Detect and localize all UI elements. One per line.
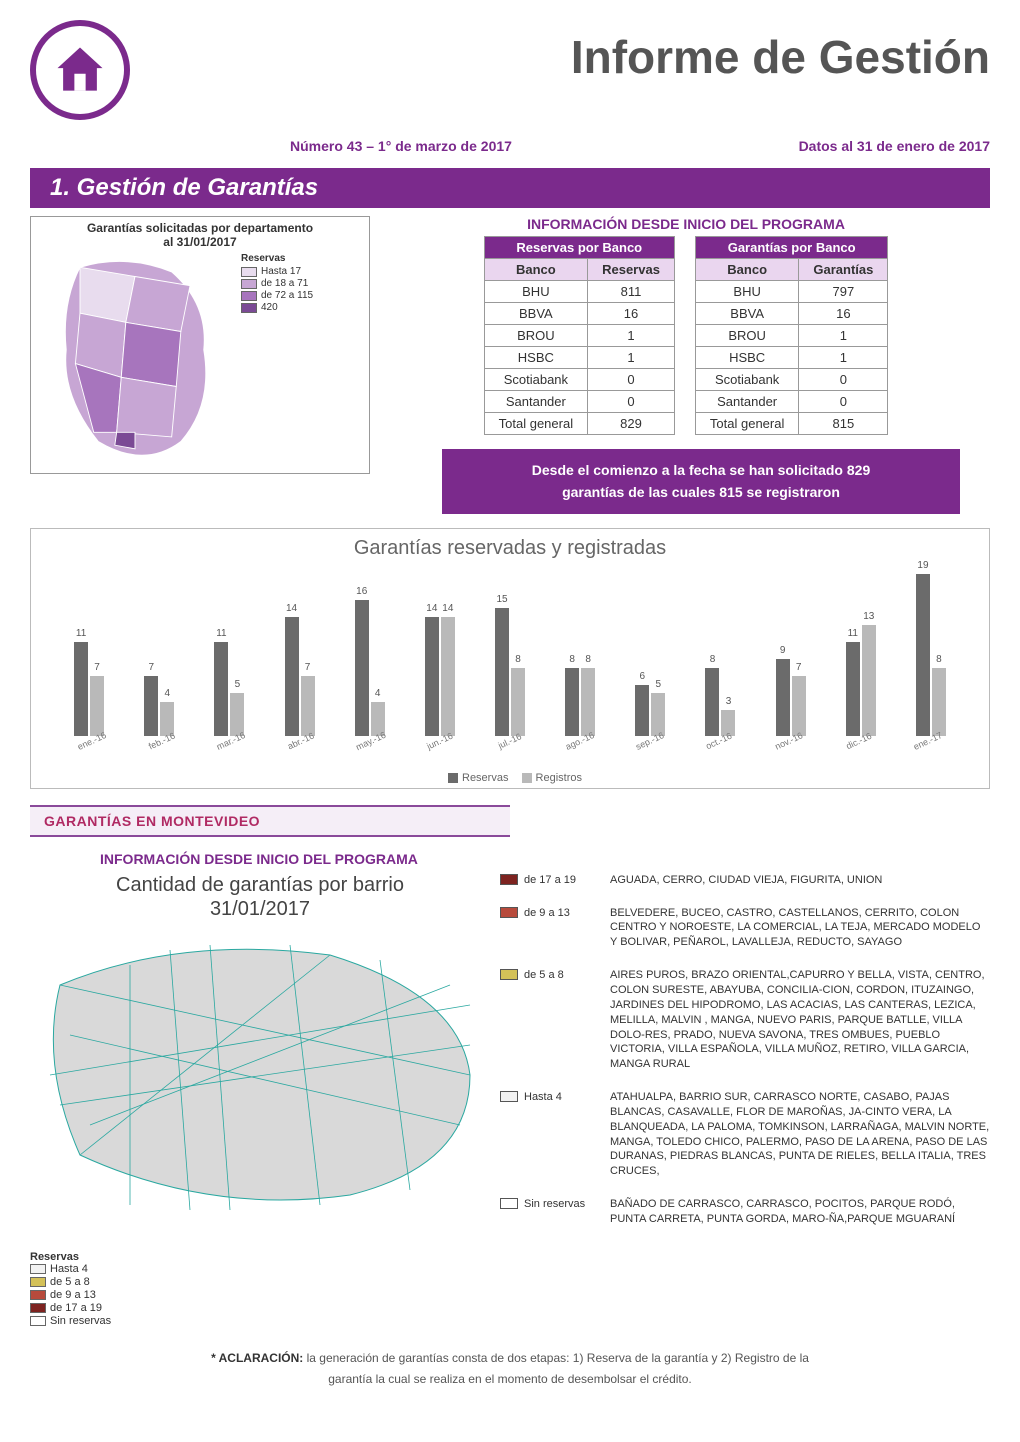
table-row: Santander0 bbox=[484, 391, 674, 413]
footnote-text1: la generación de garantías consta de dos… bbox=[303, 1351, 809, 1365]
table-row: HSBC1 bbox=[484, 347, 674, 369]
table-row: BBVA16 bbox=[695, 303, 887, 325]
category-row: de 5 a 8AIRES PUROS, BRAZO ORIENTAL,CAPU… bbox=[500, 968, 990, 1072]
table-row: BBVA16 bbox=[484, 303, 674, 325]
col-garantias: Garantías bbox=[799, 259, 888, 281]
legend-row: de 5 a 8 bbox=[30, 1276, 490, 1288]
reservas-table: Reservas por Banco BancoReservas BHU811B… bbox=[484, 236, 675, 435]
chart-legend: Reservas Registros bbox=[47, 772, 973, 784]
header-subtitles: Número 43 – 1° de marzo de 2017 Datos al… bbox=[30, 138, 990, 154]
data-date: Datos al 31 de enero de 2017 bbox=[799, 138, 990, 154]
legend-row: Sin reservas bbox=[30, 1315, 490, 1327]
total-value: 829 bbox=[588, 413, 675, 435]
montevideo-map-svg bbox=[30, 925, 490, 1225]
bar-group: 198 bbox=[899, 574, 963, 736]
reservas-registros-chart: Garantías reservadas y registradas 11774… bbox=[30, 528, 990, 789]
chart-title: Garantías reservadas y registradas bbox=[47, 537, 973, 560]
table-row: Santander0 bbox=[695, 391, 887, 413]
table-row: Scotiabank0 bbox=[484, 369, 674, 391]
uruguay-map-svg bbox=[35, 249, 235, 469]
bar-group: 115 bbox=[197, 642, 261, 736]
uruguay-map-legend: Reservas Hasta 17de 18 a 71de 72 a 11542… bbox=[235, 249, 313, 469]
bar-group: 1113 bbox=[829, 625, 893, 736]
page-title: Informe de Gestión bbox=[150, 30, 990, 84]
table-row: Scotiabank0 bbox=[695, 369, 887, 391]
table-row: BHU797 bbox=[695, 281, 887, 303]
legend-swatch-reservas bbox=[448, 773, 458, 783]
legend-row: de 9 a 13 bbox=[30, 1289, 490, 1301]
montevideo-map-panel: Cantidad de garantías por barrio 31/01/2… bbox=[30, 873, 490, 1328]
legend-row: de 17 a 19 bbox=[30, 1302, 490, 1314]
col-banco: Banco bbox=[484, 259, 587, 281]
reservas-title: Reservas por Banco bbox=[484, 237, 674, 259]
total-label: Total general bbox=[484, 413, 587, 435]
category-row: de 9 a 13BELVEDERE, BUCEO, CASTRO, CASTE… bbox=[500, 906, 990, 951]
total-value: 815 bbox=[799, 413, 888, 435]
total-label: Total general bbox=[695, 413, 798, 435]
mv-map-title-l2: 31/01/2017 bbox=[30, 897, 490, 921]
legend-row: de 72 a 115 bbox=[241, 290, 313, 301]
footnote-text2: garantía la cual se realiza en el moment… bbox=[328, 1372, 692, 1386]
category-row: Sin reservasBAÑADO DE CARRASCO, CARRASCO… bbox=[500, 1197, 990, 1227]
map-title-line1: Garantías solicitadas por departamento bbox=[35, 221, 365, 235]
summary-callout: Desde el comienzo a la fecha se han soli… bbox=[442, 449, 960, 514]
montevideo-left-legend: Reservas Hasta 4de 5 a 8de 9 a 13de 17 a… bbox=[30, 1251, 490, 1327]
callout-line1: Desde el comienzo a la fecha se han soli… bbox=[462, 459, 940, 481]
footnote-label: * ACLARACIÓN: bbox=[211, 1351, 303, 1365]
legend-row: Hasta 4 bbox=[30, 1263, 490, 1275]
montevideo-heading: GARANTÍAS EN MONTEVIDEO bbox=[30, 805, 510, 837]
montevideo-subtitle: INFORMACIÓN DESDE INICIO DEL PROGRAMA bbox=[100, 851, 990, 867]
garantias-table: Garantías por Banco BancoGarantías BHU79… bbox=[695, 236, 888, 435]
legend-row: de 18 a 71 bbox=[241, 278, 313, 289]
garantias-title: Garantías por Banco bbox=[695, 237, 887, 259]
table-row: HSBC1 bbox=[695, 347, 887, 369]
bar-group: 158 bbox=[478, 608, 542, 736]
bar-group: 1414 bbox=[408, 617, 472, 736]
mv-legend-title: Reservas bbox=[30, 1251, 490, 1263]
table-row: BROU1 bbox=[695, 325, 887, 347]
info-heading: INFORMACIÓN DESDE INICIO DEL PROGRAMA bbox=[382, 216, 990, 232]
category-row: Hasta 4ATAHUALPA, BARRIO SUR, CARRASCO N… bbox=[500, 1090, 990, 1179]
header: Informe de Gestión bbox=[30, 20, 990, 120]
section-heading: 1. Gestión de Garantías bbox=[30, 168, 990, 208]
issue-number: Número 43 – 1° de marzo de 2017 bbox=[290, 138, 512, 154]
map-title-line2: al 31/01/2017 bbox=[35, 235, 365, 249]
callout-line2: garantías de las cuales 815 se registrar… bbox=[462, 481, 940, 503]
bar-group: 117 bbox=[57, 642, 121, 736]
mv-map-title-l1: Cantidad de garantías por barrio bbox=[30, 873, 490, 897]
legend-label-reservas: Reservas bbox=[462, 772, 508, 784]
uruguay-map-panel: Garantías solicitadas por departamento a… bbox=[30, 216, 370, 474]
legend-label-registros: Registros bbox=[536, 772, 582, 784]
footnote: * ACLARACIÓN: la generación de garantías… bbox=[30, 1348, 990, 1391]
table-row: BHU811 bbox=[484, 281, 674, 303]
table-row: BROU1 bbox=[484, 325, 674, 347]
legend-title: Reservas bbox=[241, 253, 313, 264]
category-row: de 17 a 19AGUADA, CERRO, CIUDAD VIEJA, F… bbox=[500, 873, 990, 888]
col-banco: Banco bbox=[695, 259, 798, 281]
col-reservas: Reservas bbox=[588, 259, 675, 281]
montevideo-categories: de 17 a 19AGUADA, CERRO, CIUDAD VIEJA, F… bbox=[500, 873, 990, 1245]
legend-row: Hasta 17 bbox=[241, 266, 313, 277]
bar-group: 147 bbox=[267, 617, 331, 736]
legend-swatch-registros bbox=[522, 773, 532, 783]
bar-group: 164 bbox=[338, 600, 402, 736]
legend-row: 420 bbox=[241, 302, 313, 313]
logo-house-icon bbox=[30, 20, 130, 120]
